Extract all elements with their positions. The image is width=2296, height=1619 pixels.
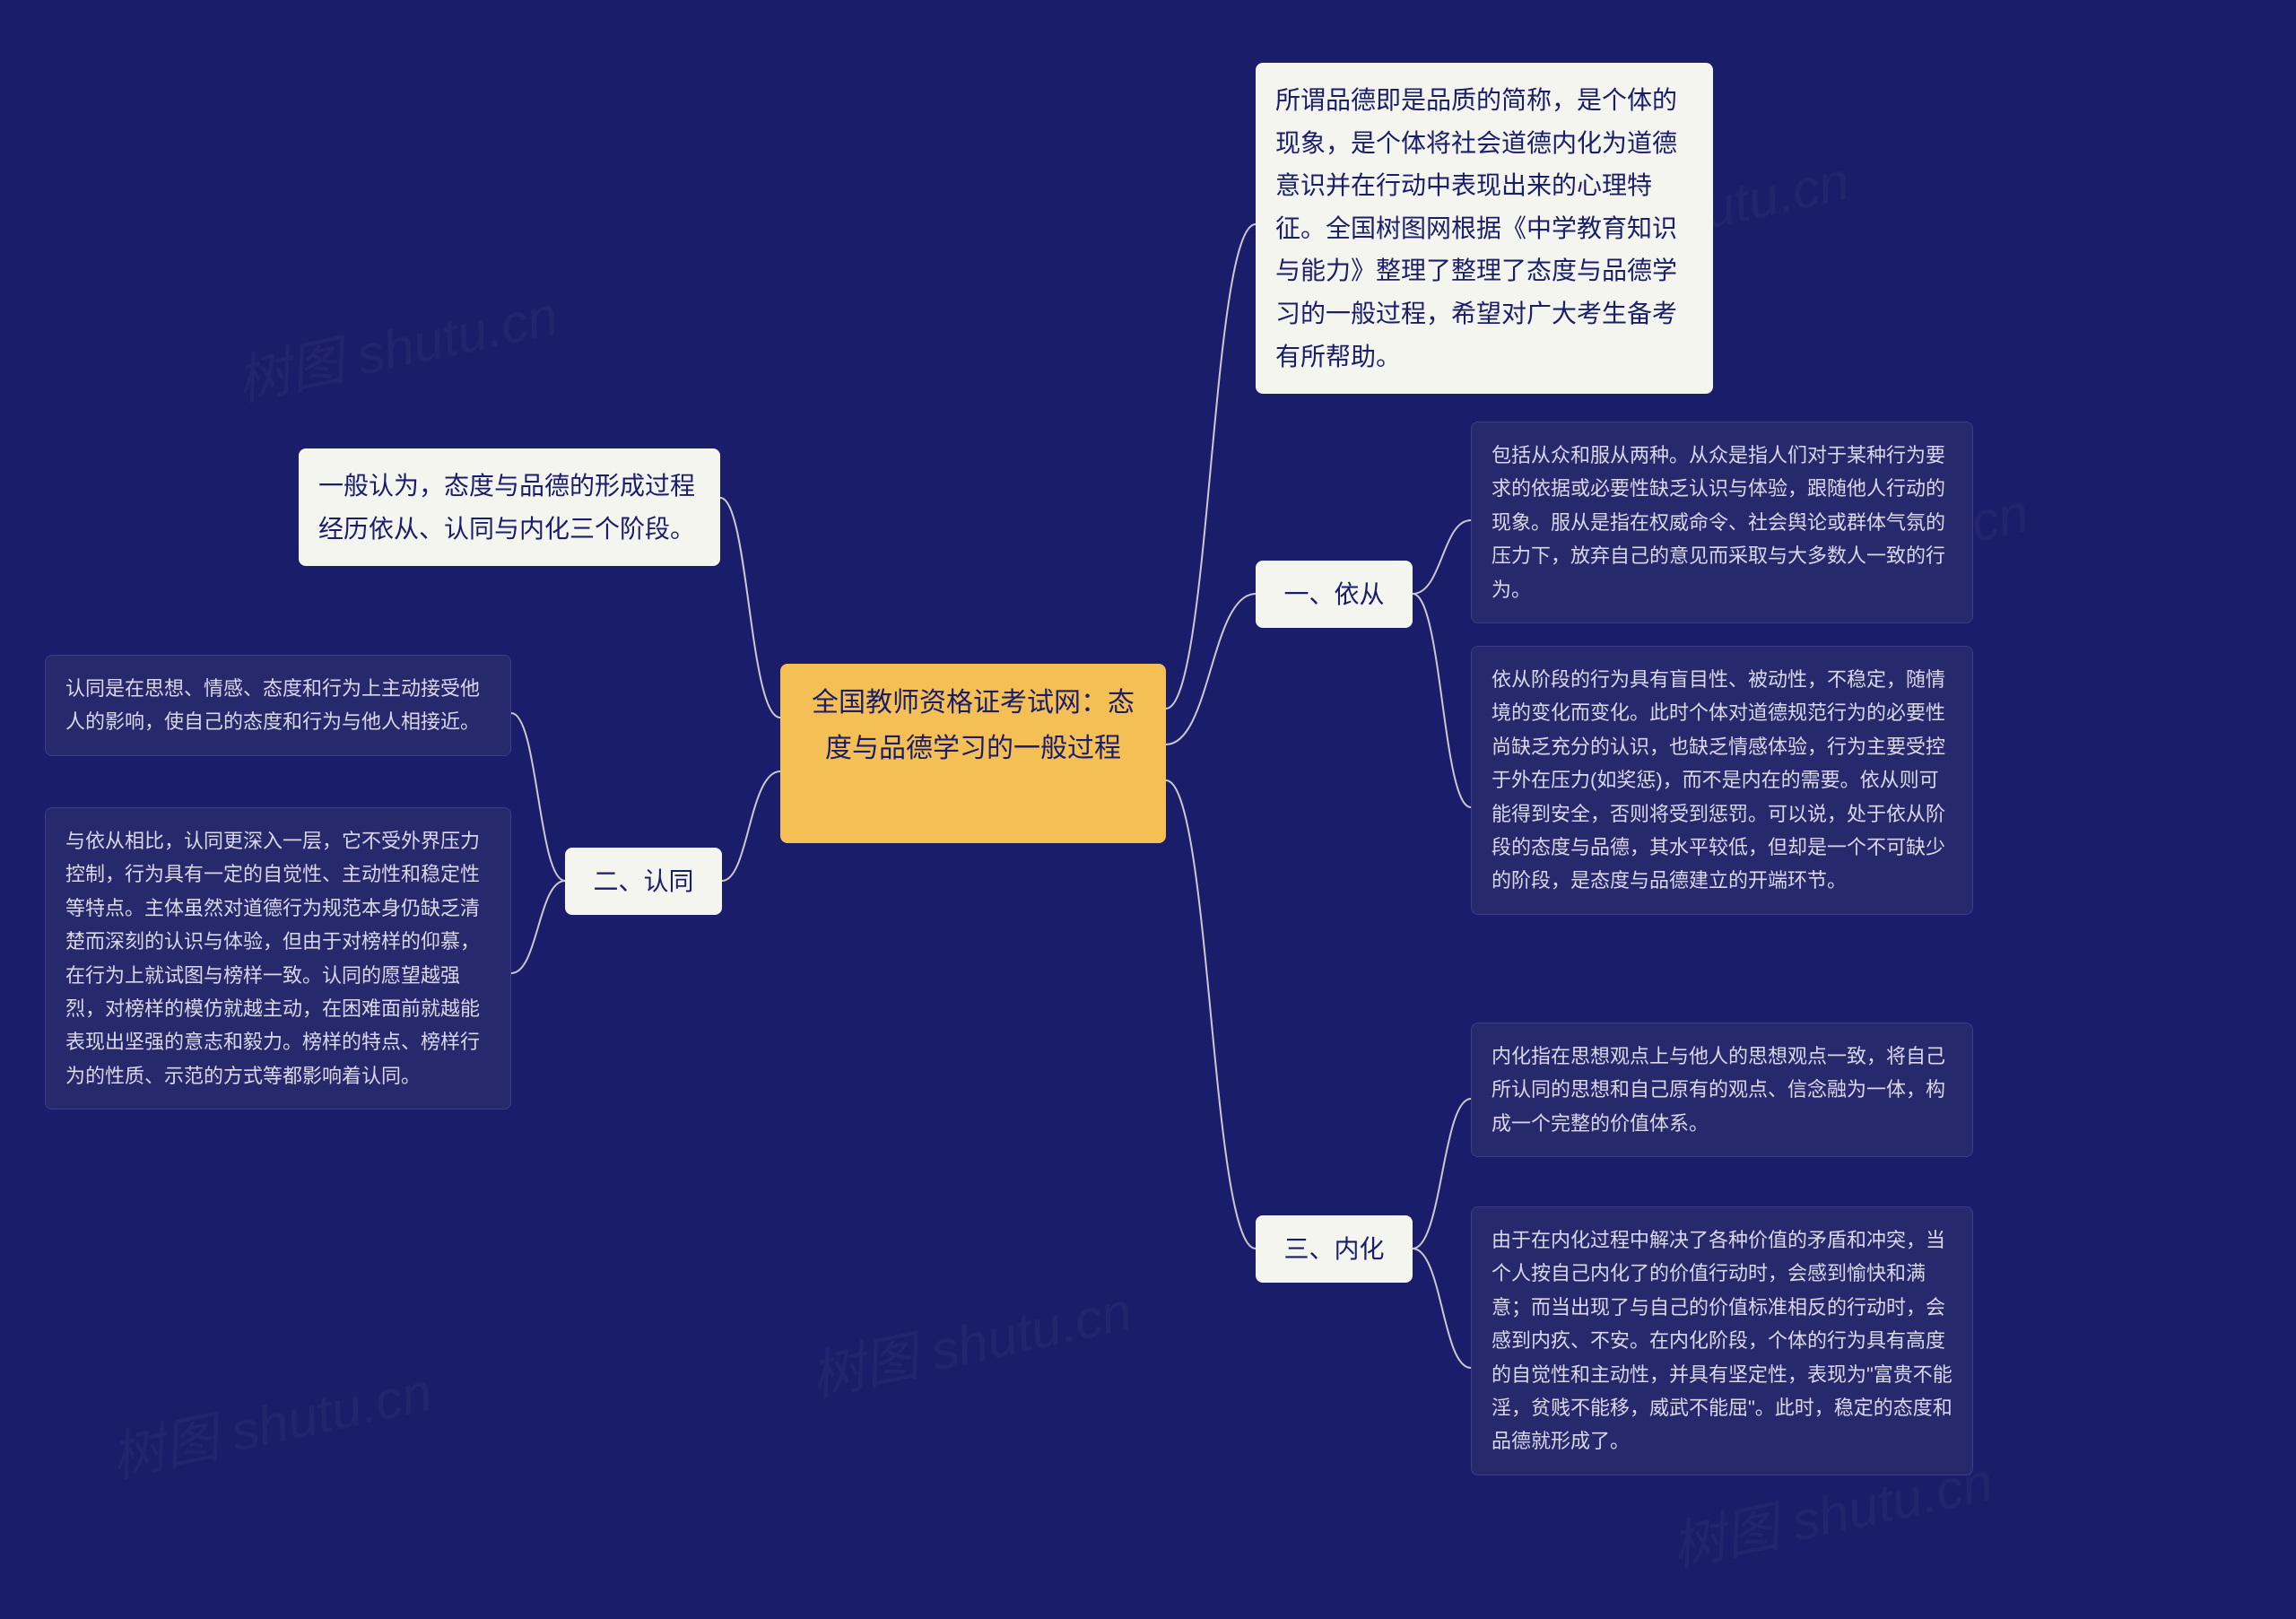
watermark: 树图 shutu.cn [803,1267,1138,1412]
branch-compliance[interactable]: 一、依从 [1256,561,1413,628]
branch-identify[interactable]: 二、认同 [565,848,722,915]
compliance-leaf-1-text: 包括从众和服从两种。从众是指人们对于某种行为要求的依据或必要性缺乏认识与体验，跟… [1492,444,1945,601]
identify-leaf-2[interactable]: 与依从相比，认同更深入一层，它不受外界压力控制，行为具有一定的自觉性、主动性和稳… [45,807,511,1110]
compliance-leaf-1[interactable]: 包括从众和服从两种。从众是指人们对于某种行为要求的依据或必要性缺乏认识与体验，跟… [1471,422,1973,623]
branch-internalize-label: 三、内化 [1283,1228,1384,1271]
definition-text: 所谓品德即是品质的简称，是个体的现象，是个体将社会道德内化为道德意识并在行动中表… [1275,86,1677,370]
compliance-leaf-2-text: 依从阶段的行为具有盲目性、被动性，不稳定，随情境的变化而变化。此时个体对道德规范… [1492,668,1945,892]
branch-identify-label: 二、认同 [593,860,693,903]
root-text: 全国教师资格证考试网：态度与品德学习的一般过程 [812,688,1135,763]
definition-node[interactable]: 所谓品德即是品质的简称，是个体的现象，是个体将社会道德内化为道德意识并在行动中表… [1256,63,1713,394]
internalize-leaf-2-text: 由于在内化过程中解决了各种价值的矛盾和冲突，当个人按自己内化了的价值行动时，会感… [1492,1229,1952,1452]
internalize-leaf-1-text: 内化指在思想观点上与他人的思想观点一致，将自己所认同的思想和自己原有的观点、信念… [1492,1045,1945,1135]
identify-leaf-2-text: 与依从相比，认同更深入一层，它不受外界压力控制，行为具有一定的自觉性、主动性和稳… [65,830,480,1087]
watermark: 树图 shutu.cn [103,1348,439,1493]
branch-compliance-label: 一、依从 [1283,573,1384,616]
compliance-leaf-2[interactable]: 依从阶段的行为具有盲目性、被动性，不稳定，随情境的变化而变化。此时个体对道德规范… [1471,646,1973,915]
internalize-leaf-2[interactable]: 由于在内化过程中解决了各种价值的矛盾和冲突，当个人按自己内化了的价值行动时，会感… [1471,1206,1973,1475]
identify-leaf-1[interactable]: 认同是在思想、情感、态度和行为上主动接受他人的影响，使自己的态度和行为与他人相接… [45,655,511,756]
intro-text: 一般认为，态度与品德的形成过程经历依从、认同与内化三个阶段。 [318,472,695,543]
watermark: 树图 shutu.cn [229,272,564,416]
root-node[interactable]: 全国教师资格证考试网：态度与品德学习的一般过程 [780,664,1166,843]
internalize-leaf-1[interactable]: 内化指在思想观点上与他人的思想观点一致，将自己所认同的思想和自己原有的观点、信念… [1471,1023,1973,1157]
identify-leaf-1-text: 认同是在思想、情感、态度和行为上主动接受他人的影响，使自己的态度和行为与他人相接… [65,677,480,733]
intro-node[interactable]: 一般认为，态度与品德的形成过程经历依从、认同与内化三个阶段。 [299,448,720,566]
branch-internalize[interactable]: 三、内化 [1256,1215,1413,1283]
